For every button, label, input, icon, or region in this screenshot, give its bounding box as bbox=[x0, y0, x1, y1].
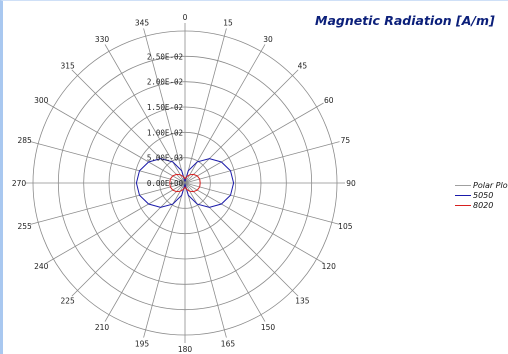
spoke-240 bbox=[46, 182, 186, 264]
spoke-15 bbox=[184, 28, 227, 184]
spoke-345 bbox=[143, 28, 186, 184]
spoke-150 bbox=[184, 182, 266, 322]
angle-label-75: 75 bbox=[341, 136, 351, 145]
legend-swatch-5050 bbox=[455, 194, 471, 196]
spoke-210 bbox=[104, 182, 186, 322]
chart-title: Magnetic Radiation [A/m] bbox=[315, 13, 495, 28]
angle-label-180: 180 bbox=[178, 345, 193, 354]
spoke-330 bbox=[104, 44, 186, 184]
spoke-300 bbox=[46, 102, 186, 184]
angle-labels: 0 15 30 45 60 75 90 105 120 135 150 165 180 195 210 225… bbox=[12, 13, 356, 354]
radial-tick-labels: 0.00E+00 5.00E-03 1.00E-02 1.50E-02 2.00E-02… bbox=[147, 52, 184, 188]
angle-label-30: 30 bbox=[263, 35, 273, 44]
angle-label-120: 120 bbox=[322, 262, 337, 271]
legend-label-5050: 5050 bbox=[473, 190, 494, 200]
radial-tick-label-3: 1.50E-02 bbox=[147, 103, 183, 112]
legend-item-polar-plot: Polar Plot bbox=[455, 180, 508, 190]
angle-label-15: 15 bbox=[223, 19, 233, 28]
angle-label-255: 255 bbox=[17, 222, 32, 231]
spoke-135 bbox=[184, 182, 299, 297]
angle-label-60: 60 bbox=[324, 96, 334, 105]
radial-tick-label-4: 2.00E-02 bbox=[147, 78, 183, 87]
angle-label-135: 135 bbox=[295, 296, 310, 305]
spoke-30 bbox=[184, 44, 266, 184]
angle-label-285: 285 bbox=[17, 136, 32, 145]
angle-label-210: 210 bbox=[95, 323, 110, 332]
spoke-225 bbox=[71, 182, 186, 297]
angle-label-45: 45 bbox=[298, 62, 308, 71]
angle-label-195: 195 bbox=[135, 339, 150, 348]
series-group bbox=[135, 158, 235, 208]
spoke-60 bbox=[184, 102, 324, 184]
legend-item-5050: 5050 bbox=[455, 190, 508, 200]
angle-label-165: 165 bbox=[221, 339, 236, 348]
radial-tick-label-2: 1.00E-02 bbox=[147, 128, 183, 137]
radial-tick-label-1: 5.00E-03 bbox=[147, 154, 183, 163]
spoke-255 bbox=[30, 182, 186, 225]
radial-tick-label-0: 0.00E+00 bbox=[147, 179, 184, 188]
angle-label-90: 90 bbox=[346, 179, 356, 188]
legend-item-8020: 8020 bbox=[455, 200, 508, 210]
angle-label-0: 0 bbox=[183, 13, 188, 22]
angle-label-315: 315 bbox=[60, 62, 75, 71]
legend-label-8020: 8020 bbox=[473, 200, 494, 210]
angle-label-105: 105 bbox=[338, 222, 353, 231]
angle-label-330: 330 bbox=[95, 35, 110, 44]
radial-spokes bbox=[25, 23, 345, 343]
legend: Polar Plot 5050 8020 bbox=[455, 180, 508, 210]
spoke-315 bbox=[71, 69, 186, 184]
legend-swatch-polar-plot bbox=[455, 184, 471, 186]
angle-label-300: 300 bbox=[34, 96, 49, 105]
spoke-75 bbox=[184, 141, 340, 184]
angle-label-225: 225 bbox=[60, 296, 75, 305]
radial-tick-label-5: 2.50E-02 bbox=[147, 52, 183, 61]
series-5050 bbox=[135, 158, 235, 208]
series-8020 bbox=[169, 173, 201, 193]
legend-swatch-8020 bbox=[455, 204, 471, 206]
angle-label-240: 240 bbox=[34, 262, 49, 271]
spoke-165 bbox=[184, 182, 227, 338]
spoke-45 bbox=[184, 69, 299, 184]
spoke-285 bbox=[30, 141, 186, 184]
spoke-105 bbox=[184, 182, 340, 225]
spoke-195 bbox=[143, 182, 186, 338]
angle-label-270: 270 bbox=[12, 179, 27, 188]
angle-label-345: 345 bbox=[135, 19, 150, 28]
legend-label-polar-plot: Polar Plot bbox=[473, 180, 508, 190]
spoke-120 bbox=[184, 182, 324, 264]
angle-label-150: 150 bbox=[261, 323, 276, 332]
